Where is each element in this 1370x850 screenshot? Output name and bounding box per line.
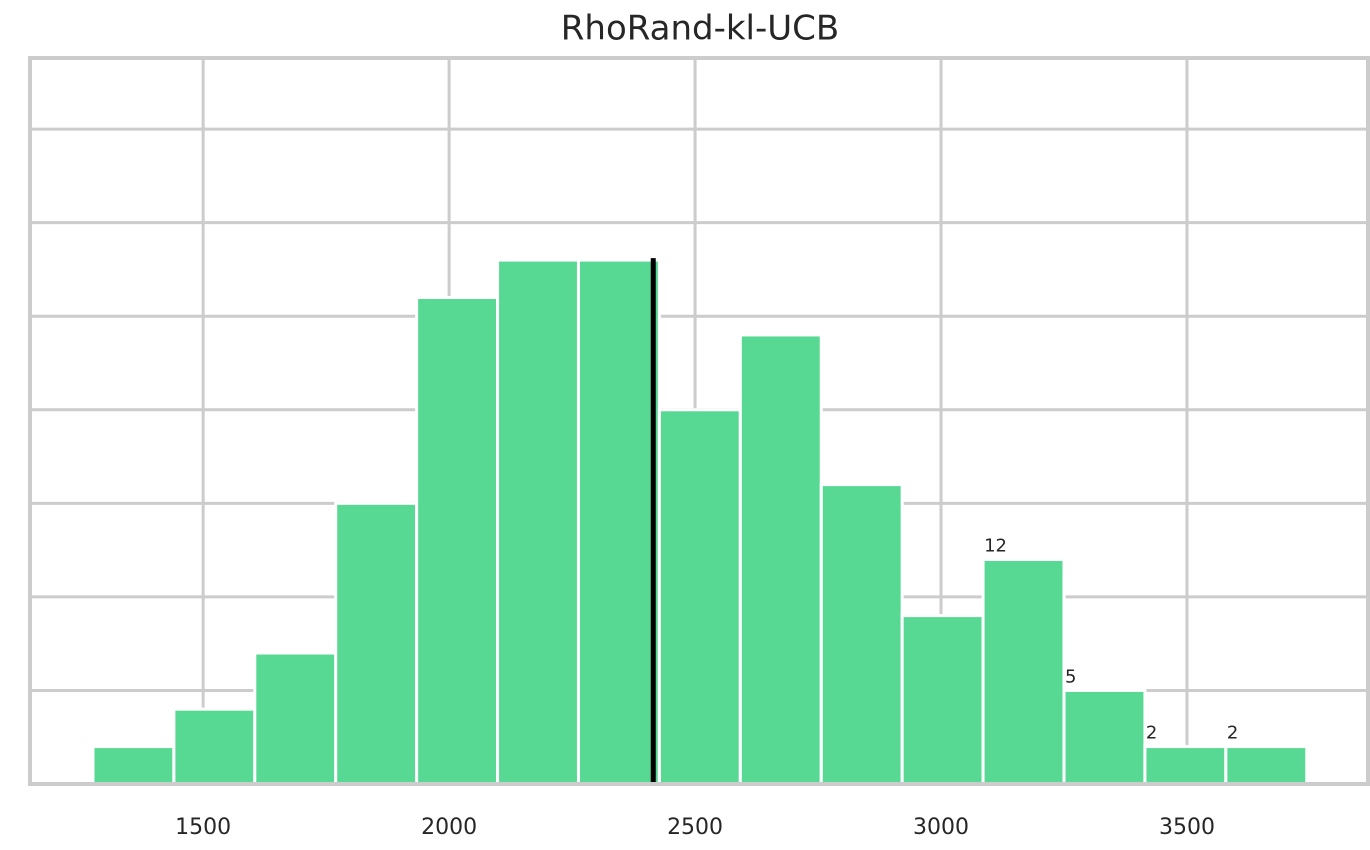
data-label: 2 — [1146, 723, 1157, 744]
x-tick-label: 3500 — [1159, 815, 1215, 840]
x-tick-label: 3000 — [913, 815, 969, 840]
bar — [738, 333, 823, 786]
bar — [657, 408, 742, 786]
bar — [1062, 688, 1147, 786]
bar — [1224, 745, 1309, 786]
bar — [91, 745, 176, 786]
x-tick-label: 2500 — [667, 815, 723, 840]
bar — [334, 501, 419, 786]
bar — [981, 557, 1066, 786]
bar — [253, 651, 338, 786]
bar — [576, 258, 661, 786]
frame — [28, 56, 1370, 786]
bar — [900, 614, 985, 786]
data-label: 2 — [1227, 723, 1238, 744]
bar — [819, 483, 904, 786]
data-label: 12 — [984, 535, 1007, 556]
bar — [172, 707, 257, 786]
bar — [415, 296, 500, 786]
bar — [1143, 745, 1228, 786]
x-tick-label: 1500 — [175, 815, 231, 840]
chart-title: RhoRand-kl-UCB — [561, 9, 839, 49]
data-label: 5 — [1065, 666, 1076, 687]
bar — [496, 258, 580, 786]
x-tick-label: 2000 — [421, 815, 477, 840]
